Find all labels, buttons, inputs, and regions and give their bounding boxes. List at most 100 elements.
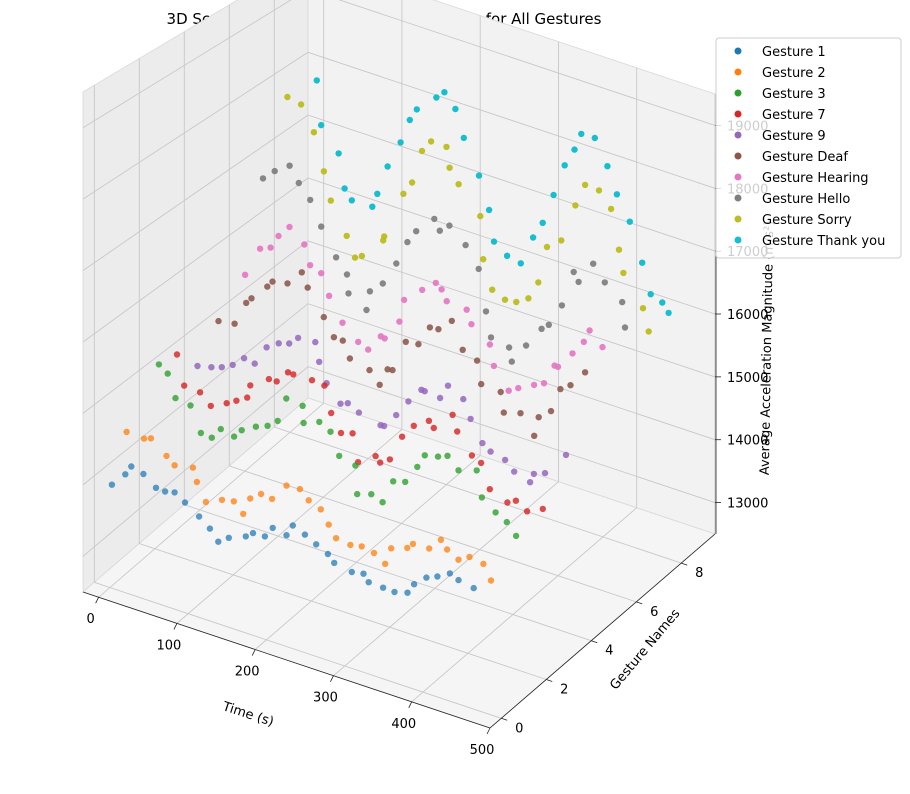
data-point bbox=[286, 223, 293, 231]
data-point bbox=[446, 570, 454, 577]
data-point bbox=[256, 245, 264, 252]
data-point bbox=[475, 172, 483, 179]
data-point bbox=[538, 325, 545, 332]
data-point bbox=[343, 232, 350, 240]
data-point bbox=[432, 279, 439, 287]
data-point bbox=[541, 469, 549, 477]
data-point bbox=[435, 326, 442, 333]
data-point bbox=[380, 422, 388, 430]
data-point bbox=[558, 237, 565, 244]
data-point bbox=[404, 589, 411, 596]
z-tick-label: 13000 bbox=[727, 497, 768, 512]
data-point bbox=[264, 283, 271, 290]
x-tick-label: 100 bbox=[157, 638, 182, 653]
data-point bbox=[405, 398, 412, 405]
data-point bbox=[243, 299, 250, 307]
legend-entry: Gesture 1 bbox=[762, 45, 826, 60]
data-points bbox=[108, 77, 672, 596]
data-point bbox=[140, 470, 147, 478]
data-point bbox=[567, 382, 574, 389]
data-point bbox=[433, 94, 440, 101]
data-point bbox=[299, 402, 306, 409]
data-point bbox=[545, 321, 552, 328]
legend-marker bbox=[734, 131, 742, 139]
data-point bbox=[539, 219, 546, 226]
data-point bbox=[354, 490, 361, 498]
data-point bbox=[578, 130, 585, 138]
legend-entry: Gesture Hello bbox=[762, 192, 850, 207]
data-point bbox=[444, 452, 451, 459]
z-tick-label: 15000 bbox=[727, 371, 768, 386]
data-point bbox=[431, 215, 438, 223]
data-point bbox=[257, 490, 265, 498]
data-point bbox=[128, 463, 135, 470]
x-tick bbox=[251, 649, 256, 656]
data-point bbox=[487, 577, 495, 584]
data-point bbox=[581, 369, 589, 376]
data-point bbox=[398, 433, 406, 440]
data-point bbox=[500, 409, 507, 416]
data-point bbox=[275, 340, 282, 347]
data-point bbox=[189, 464, 197, 471]
data-point bbox=[318, 270, 325, 277]
data-point bbox=[419, 286, 426, 294]
data-point bbox=[486, 486, 493, 493]
data-point bbox=[325, 521, 332, 528]
data-point bbox=[570, 268, 577, 276]
data-point bbox=[501, 296, 509, 303]
data-point bbox=[561, 162, 568, 169]
data-point bbox=[229, 361, 236, 369]
data-point bbox=[515, 384, 522, 392]
data-point bbox=[313, 77, 320, 84]
data-point bbox=[171, 489, 178, 496]
data-point bbox=[193, 478, 201, 486]
y-gridline bbox=[228, 4, 637, 603]
data-point bbox=[123, 428, 130, 436]
y-tick bbox=[591, 640, 598, 644]
data-point bbox=[473, 357, 481, 364]
y-gridline bbox=[273, 0, 682, 564]
data-point bbox=[341, 185, 348, 192]
legend-entry: Gesture 9 bbox=[762, 129, 826, 144]
data-point bbox=[454, 428, 461, 435]
data-point bbox=[400, 190, 407, 197]
data-point bbox=[316, 358, 323, 365]
data-point bbox=[410, 422, 417, 429]
data-point bbox=[355, 409, 363, 416]
data-point bbox=[607, 205, 615, 213]
data-point bbox=[466, 553, 473, 561]
x-axis-line bbox=[82, 591, 491, 729]
data-point bbox=[619, 298, 626, 306]
data-point bbox=[304, 284, 311, 291]
data-point bbox=[233, 397, 240, 404]
data-point bbox=[335, 150, 342, 157]
data-point bbox=[348, 568, 355, 576]
data-point bbox=[621, 324, 629, 331]
z-gridline bbox=[82, 0, 716, 129]
x-gridline bbox=[254, 15, 481, 650]
data-point bbox=[626, 218, 633, 225]
data-point bbox=[444, 382, 452, 389]
x-gridline bbox=[98, 0, 325, 598]
data-point bbox=[173, 351, 181, 358]
data-point bbox=[140, 435, 148, 442]
data-point bbox=[455, 576, 462, 584]
y-tick-label: 4 bbox=[605, 644, 613, 659]
legend-marker bbox=[734, 47, 742, 55]
data-point bbox=[409, 540, 417, 548]
data-point bbox=[386, 456, 394, 463]
legend: Gesture 1 Gesture 2 Gesture 3 Gesture 7 Gest… bbox=[715, 37, 902, 259]
data-point bbox=[217, 425, 224, 433]
data-point bbox=[252, 423, 260, 430]
data-point bbox=[339, 319, 346, 326]
data-point bbox=[248, 295, 255, 302]
y-tick-label: 6 bbox=[650, 605, 658, 620]
data-point bbox=[478, 494, 486, 501]
data-point bbox=[376, 381, 383, 388]
data-point bbox=[379, 280, 386, 287]
data-point bbox=[301, 531, 309, 538]
data-point bbox=[613, 191, 621, 198]
data-point bbox=[410, 581, 418, 588]
data-point bbox=[308, 377, 316, 384]
data-point bbox=[486, 341, 494, 348]
